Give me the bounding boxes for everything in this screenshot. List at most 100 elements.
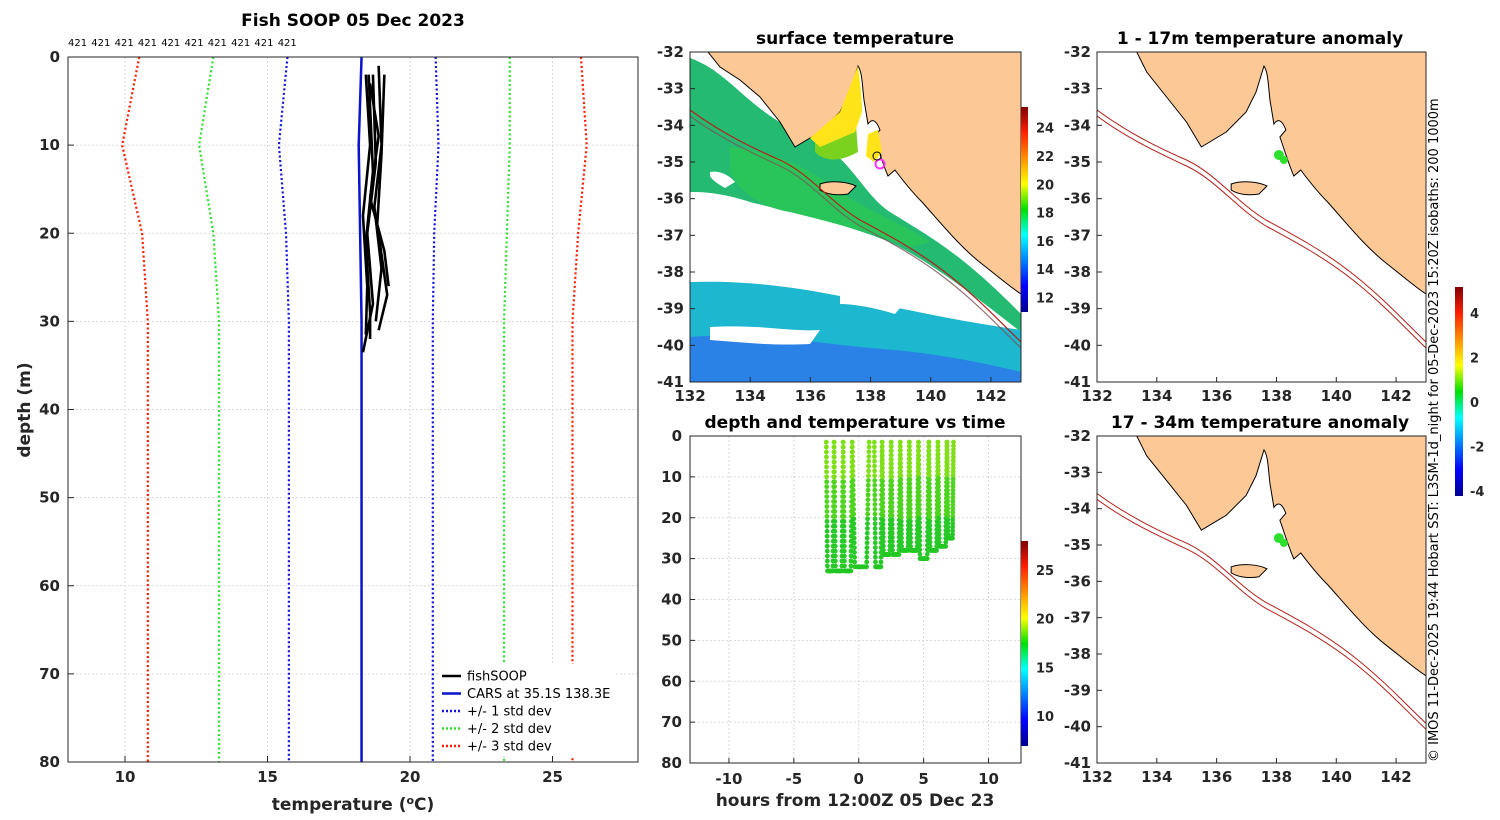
timeseries-point [849, 444, 855, 450]
timeseries-point [880, 539, 886, 544]
timeseries-point [877, 564, 883, 570]
timeseries-point [880, 517, 886, 523]
timeseries-point [889, 508, 895, 514]
timeseries-point [841, 548, 847, 554]
timeseries-point [907, 493, 913, 499]
profile-fishsoop-cast [373, 65, 383, 322]
profile-count-label: 421 [161, 38, 180, 49]
timeseries-point [950, 513, 956, 519]
timeseries-point [832, 518, 838, 524]
map-ytick-label: -37 [1064, 226, 1091, 244]
timeseries-point [889, 495, 895, 501]
timeseries-point [936, 479, 941, 485]
timeseries-point [944, 454, 950, 460]
timeseries-point [832, 563, 838, 569]
timeseries-point [852, 559, 858, 565]
colorbar-tick-label: 20 [1036, 613, 1054, 628]
timeseries-point [865, 482, 871, 488]
timeseries-point [866, 463, 872, 469]
timeseries-point [897, 439, 903, 445]
map-ytick-label: -41 [657, 373, 684, 391]
timeseries-point [895, 552, 900, 557]
timeseries-point [936, 519, 942, 525]
timeseries-point [823, 439, 829, 445]
timeseries-point [916, 489, 922, 494]
legend-label: +/- 2 std dev [467, 722, 552, 737]
colorbar-tick-label: 16 [1036, 235, 1054, 250]
timeseries-point [831, 449, 837, 455]
legend-label: fishSOOP [467, 670, 527, 685]
timeseries-ticks: -10 -5 0 5 10 0 10 20 30 40 50 60 70 80 [661, 427, 999, 788]
timeseries-point [926, 443, 932, 449]
timeseries-point [907, 464, 913, 470]
timeseries-point [935, 467, 941, 473]
timeseries-point [927, 514, 933, 520]
profile-count-label: 421 [208, 38, 227, 49]
timeseries-point [847, 568, 852, 574]
timeseries-point [880, 474, 885, 480]
map-xtick-label: 134 [1141, 387, 1172, 405]
timeseries-point [831, 454, 837, 460]
timeseries-point [872, 526, 878, 531]
timeseries-point [926, 468, 932, 474]
timeseries-point [851, 511, 857, 517]
timeseries-point [832, 548, 838, 554]
profile-fishsoop-lines [361, 65, 390, 353]
anom2-title: 17 - 34m temperature anomaly [1111, 413, 1409, 433]
timeseries-point [951, 439, 956, 445]
timeseries-point [850, 449, 855, 455]
anom2-axes-frame [1096, 435, 1427, 764]
timeseries-point [935, 471, 941, 477]
timeseries-point [832, 523, 838, 529]
timeseries-point [879, 444, 885, 449]
timeseries-point [865, 506, 871, 512]
timeseries-point [841, 553, 847, 559]
timeseries-point [935, 463, 941, 469]
timeseries-point [908, 539, 914, 545]
timeseries-point [889, 504, 895, 510]
timeseries-point [841, 514, 847, 519]
timeseries-point [841, 489, 847, 495]
profile-title: Fish SOOP 05 Dec 2023 [241, 11, 465, 31]
timeseries-point [927, 527, 933, 533]
timeseries-point [923, 556, 929, 562]
timeseries-point [872, 530, 878, 536]
map-ytick-label: -32 [657, 43, 684, 61]
profile-ytick-label: 30 [39, 312, 60, 330]
timeseries-point [872, 468, 877, 474]
timeseries-point [872, 487, 878, 493]
timeseries-point [841, 538, 847, 544]
timeseries-point [841, 474, 846, 480]
timeseries-point [850, 487, 856, 493]
timeseries-point [850, 463, 856, 469]
sst-colorbar-ticks: 12 14 16 18 20 22 24 [1036, 122, 1054, 307]
timeseries-point [890, 547, 895, 553]
map-ytick-label: -37 [1064, 609, 1091, 627]
timeseries-point [941, 543, 947, 549]
timeseries-point [936, 495, 942, 501]
timeseries-point [950, 469, 956, 475]
timeseries-point [824, 509, 830, 514]
timeseries-point [865, 511, 871, 517]
timeseries-point [917, 524, 922, 530]
timeseries-point [907, 489, 913, 495]
timeseries-point [926, 464, 932, 470]
sst-title: surface temperature [756, 29, 954, 49]
timeseries-point [916, 448, 921, 454]
timeseries-point [950, 517, 956, 523]
timeseries-point [898, 468, 904, 474]
timeseries-point [889, 465, 894, 471]
timeseries-point [916, 506, 922, 512]
timeseries-point [945, 521, 951, 526]
timeseries-colorbar-ticks: 10 15 20 25 [1036, 564, 1054, 725]
timeseries-point [944, 465, 950, 471]
timeseries-point [850, 454, 855, 459]
timeseries-title: depth and temperature vs time [705, 413, 1006, 433]
timeseries-point [898, 523, 904, 528]
map-ytick-label: -32 [1064, 427, 1091, 445]
timeseries-point [850, 468, 856, 474]
map-xtick-label: 138 [855, 387, 886, 405]
timeseries-point [944, 443, 950, 449]
timeseries-point [898, 514, 904, 520]
timeseries-point [936, 515, 942, 521]
